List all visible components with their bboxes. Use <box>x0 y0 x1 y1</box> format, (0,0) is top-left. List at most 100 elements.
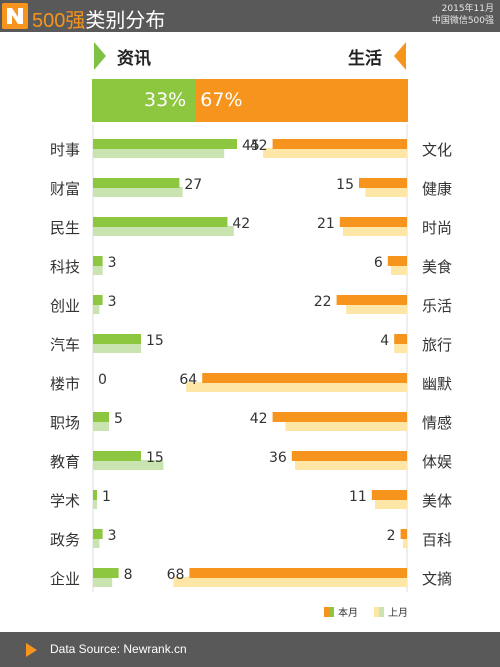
right-category-label-8: 体娱 <box>422 453 452 471</box>
left-bar-current-0 <box>93 139 237 149</box>
left-bar-current-1 <box>93 178 180 188</box>
right-bar-previous-7 <box>285 421 407 431</box>
left-bar-previous-7 <box>93 421 109 431</box>
left-bar-previous-3 <box>93 265 103 275</box>
right-value-label-5: 4 <box>380 333 389 349</box>
title-number: 500强 <box>32 10 86 32</box>
right-bar-previous-2 <box>343 226 407 236</box>
right-category-label-3: 美食 <box>422 258 452 276</box>
legend-swatch-previous-green <box>379 607 384 617</box>
right-bar-previous-6 <box>186 382 407 392</box>
left-bar-current-5 <box>93 334 141 344</box>
left-value-label-0: 45 <box>242 138 260 154</box>
left-value-label-9: 1 <box>102 489 111 505</box>
left-category-label-1: 财富 <box>50 180 80 198</box>
header-bar: 500强类别分布 2015年11月 中国微信500强 <box>0 0 500 32</box>
left-bar-previous-11 <box>93 577 113 587</box>
share-bar-right <box>196 79 408 122</box>
left-category-label-5: 汽车 <box>50 336 80 354</box>
left-bar-previous-2 <box>93 226 234 236</box>
left-value-label-3: 3 <box>108 255 117 271</box>
left-bar-previous-10 <box>93 538 100 548</box>
right-category-label-6: 幽默 <box>422 375 452 393</box>
right-bar-current-6 <box>202 373 407 383</box>
left-value-label-1: 27 <box>184 177 202 193</box>
right-value-label-11: 68 <box>167 567 185 583</box>
share-left-pct: 33% <box>144 89 187 111</box>
left-value-label-10: 3 <box>108 528 117 544</box>
share-bar: 33% 67% <box>92 79 408 122</box>
left-category-label-3: 科技 <box>50 258 80 276</box>
data-source: Data Source: Newrank.cn <box>50 642 187 656</box>
left-category-label-0: 时事 <box>50 141 80 159</box>
left-category-label-10: 政务 <box>50 531 80 549</box>
footer-bar: Data Source: Newrank.cn <box>0 632 500 667</box>
right-bar-previous-8 <box>295 460 407 470</box>
right-bar-previous-3 <box>391 265 407 275</box>
right-bar-previous-4 <box>346 304 407 314</box>
left-value-label-7: 5 <box>114 411 123 427</box>
right-category-label-2: 时尚 <box>422 219 452 237</box>
right-category-label-9: 美体 <box>422 492 452 510</box>
logo-icon <box>2 3 28 29</box>
left-value-label-2: 42 <box>232 216 250 232</box>
left-bar-current-2 <box>93 217 228 227</box>
share-bar-left <box>92 79 197 122</box>
right-bar-current-9 <box>371 490 407 500</box>
play-arrow-icon <box>26 643 37 657</box>
right-bar-previous-11 <box>173 577 407 587</box>
right-value-label-6: 64 <box>179 372 197 388</box>
left-bar-previous-0 <box>93 148 225 158</box>
right-bar-current-11 <box>189 568 407 578</box>
right-category-label-1: 健康 <box>422 180 452 198</box>
left-bar-current-10 <box>93 529 103 539</box>
right-value-label-10: 2 <box>387 528 396 544</box>
right-value-label-9: 11 <box>349 489 367 505</box>
right-bar-current-8 <box>291 451 407 461</box>
right-bar-current-4 <box>336 295 407 305</box>
right-category-label-10: 百科 <box>422 531 452 549</box>
left-category-label-4: 创业 <box>50 297 80 315</box>
left-value-label-4: 3 <box>108 294 117 310</box>
left-bar-previous-9 <box>93 499 97 509</box>
left-category-label-11: 企业 <box>50 570 80 588</box>
right-bar-previous-10 <box>403 538 407 548</box>
left-value-label-11: 8 <box>124 567 133 583</box>
left-bar-current-9 <box>93 490 97 500</box>
right-bar-previous-9 <box>375 499 407 509</box>
right-bar-current-1 <box>359 178 407 188</box>
left-bar-current-8 <box>93 451 141 461</box>
left-value-label-8: 15 <box>146 450 164 466</box>
right-bar-current-7 <box>272 412 407 422</box>
left-value-label-5: 15 <box>146 333 164 349</box>
left-bar-current-3 <box>93 256 103 266</box>
right-value-label-0: 42 <box>250 138 268 154</box>
left-bar-previous-8 <box>93 460 164 470</box>
right-category-label-0: 文化 <box>422 141 452 159</box>
right-arrow-icon <box>394 42 406 70</box>
left-bar-current-11 <box>93 568 119 578</box>
right-category-label-5: 旅行 <box>422 336 452 354</box>
right-value-label-3: 6 <box>374 255 383 271</box>
left-bar-previous-4 <box>93 304 100 314</box>
right-category-label-4: 乐活 <box>422 297 452 315</box>
header-date-line2: 中国微信500强 <box>431 16 494 26</box>
right-value-label-4: 22 <box>314 294 332 310</box>
right-value-label-1: 15 <box>336 177 354 193</box>
legend-swatch-current-green <box>329 607 334 617</box>
left-category-label-6: 楼市 <box>50 375 80 393</box>
right-bar-previous-1 <box>365 187 407 197</box>
right-value-label-8: 36 <box>269 450 287 466</box>
left-category-label-2: 民生 <box>50 219 80 237</box>
left-group-label: 资讯 <box>117 49 151 69</box>
right-bar-current-0 <box>272 139 407 149</box>
left-bar-current-7 <box>93 412 109 422</box>
right-bar-previous-0 <box>263 148 407 158</box>
right-value-label-7: 42 <box>250 411 268 427</box>
right-group-label: 生活 <box>348 49 382 69</box>
share-right-pct: 67% <box>200 89 243 111</box>
left-category-label-8: 教育 <box>50 453 80 471</box>
left-arrow-icon <box>94 42 106 70</box>
header-date: 2015年11月 中国微信500强 <box>432 3 494 27</box>
